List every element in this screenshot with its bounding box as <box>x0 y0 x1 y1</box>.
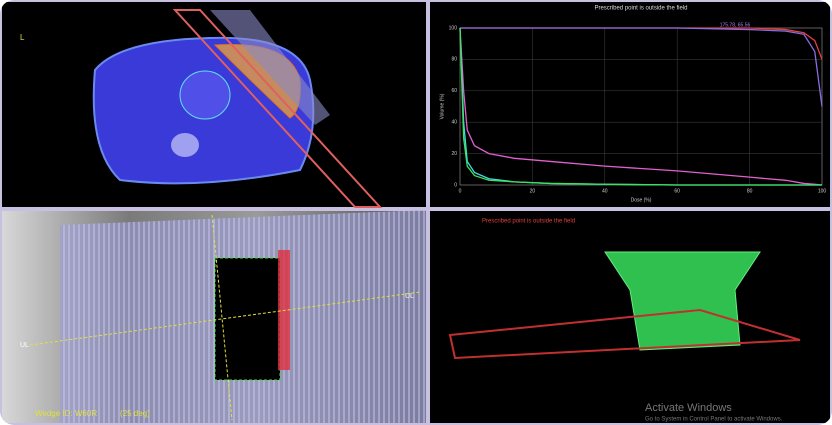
warning: Prescribed point is outside the field <box>482 219 575 225</box>
orientation-label: L <box>20 33 25 42</box>
wedge-label: Wedge ID: W60R <box>35 409 97 418</box>
dvh-title: Prescribed point is outside the field <box>594 6 687 12</box>
y-tick-label: 40 <box>451 120 457 126</box>
y-tick-label: 100 <box>449 25 458 31</box>
dvh-curve <box>460 27 823 107</box>
beam-3d <box>448 308 801 360</box>
x-tick-label: 20 <box>530 188 536 194</box>
dvh-chart: Prescribed point is outside the field 175… <box>439 6 826 204</box>
heart-contour <box>179 70 231 120</box>
wedge <box>210 10 330 125</box>
cursor-label: 175.78, 65.56 <box>720 22 751 28</box>
x-tick-label: 80 <box>747 188 753 194</box>
left-label: UL <box>20 342 29 349</box>
y-tick-label: 0 <box>454 182 457 188</box>
watermark-title: Activate Windows <box>645 402 732 414</box>
x-tick-label: 0 <box>459 188 462 194</box>
dvh-curve <box>459 27 822 186</box>
y-axis-label: Volume (%) <box>439 93 445 119</box>
dvh-panel <box>430 2 830 207</box>
x-tick-label: 40 <box>602 188 608 194</box>
x-axis-label: Dose (%) <box>631 197 652 203</box>
x-tick-label: 60 <box>674 188 680 194</box>
y-tick-label: 60 <box>451 88 457 94</box>
axis-line <box>29 291 421 346</box>
y-tick-label: 80 <box>451 57 457 63</box>
watermark-subtitle: Go to System in Control Panel to activat… <box>645 417 783 423</box>
right-label: UL <box>405 293 414 300</box>
y-tick-label: 20 <box>451 151 457 157</box>
spine <box>171 133 199 157</box>
beam-edge <box>172 9 383 208</box>
x-tick-label: 100 <box>818 188 827 194</box>
dvh-curve <box>459 27 823 186</box>
body-3d <box>604 251 761 351</box>
axis-line <box>211 214 233 421</box>
angle-label: (25 deg) <box>120 409 150 418</box>
